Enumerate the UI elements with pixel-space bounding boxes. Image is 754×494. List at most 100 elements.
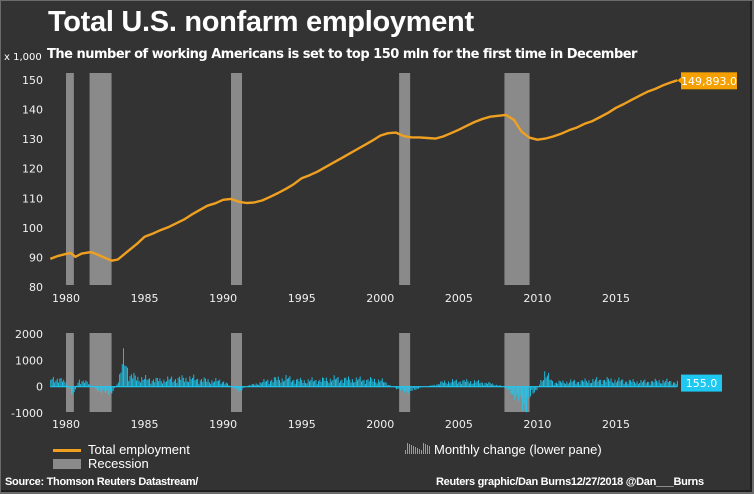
monthly-change-bar (136, 380, 137, 387)
monthly-change-bar (479, 383, 481, 387)
monthly-change-bar (171, 376, 173, 387)
monthly-change-bar (216, 381, 218, 387)
monthly-change-bar (673, 382, 674, 387)
x-tick-label: 2015 (602, 292, 630, 305)
y-tick-label: 150 (22, 74, 43, 87)
monthly-change-bar (579, 384, 581, 387)
monthly-change-bar (240, 386, 241, 391)
monthly-change-bar (342, 383, 344, 387)
monthly-change-bar (120, 372, 122, 387)
y-tick-label: -1000 (11, 407, 43, 420)
monthly-change-bar (645, 383, 647, 387)
monthly-change-bar (402, 386, 404, 390)
monthly-change-bar (106, 386, 108, 391)
monthly-change-bar (481, 382, 483, 387)
monthly-change-bar (617, 380, 618, 387)
monthly-change-bar (441, 381, 443, 387)
monthly-change-bar (71, 386, 72, 395)
monthly-change-bar (207, 379, 209, 387)
monthly-change-bar (250, 385, 252, 387)
monthly-change-bar (509, 386, 511, 390)
monthly-change-bar (277, 376, 279, 387)
monthly-change-bar (650, 381, 652, 387)
monthly-change-bar (141, 377, 143, 387)
y-tick-label: 1000 (15, 354, 43, 367)
monthly-change-bar (484, 383, 486, 387)
monthly-change-bar (77, 382, 79, 387)
monthly-change-bar (403, 386, 405, 393)
monthly-change-bar (530, 386, 531, 397)
monthly-change-bar (476, 381, 478, 387)
monthly-change-bar (602, 380, 604, 387)
monthly-change-bar (657, 382, 659, 387)
monthly-change-bar (242, 386, 244, 388)
monthly-change-bar (325, 377, 327, 387)
x-tick-label: 2005 (445, 418, 473, 431)
monthly-change-bar (621, 379, 622, 387)
monthly-change-bar (371, 378, 373, 387)
legend-swatch-recession (53, 459, 81, 469)
monthly-change-bar (309, 381, 310, 387)
x-tick-label: 1990 (209, 292, 237, 305)
legend-swatch-bar (407, 443, 408, 454)
monthly-change-bar (323, 378, 325, 387)
monthly-change-bar (454, 380, 456, 387)
monthly-change-bar (218, 380, 219, 387)
monthly-change-bar (123, 348, 124, 387)
monthly-change-bar (543, 380, 544, 387)
monthly-change-bar (279, 380, 280, 387)
monthly-change-bar (99, 386, 101, 392)
monthly-change-bar (107, 386, 109, 395)
monthly-change-bar (557, 383, 559, 387)
recession-band (66, 73, 74, 285)
monthly-change-bar (181, 375, 183, 387)
monthly-change-bar (611, 382, 613, 387)
monthly-change-bar (517, 386, 518, 394)
monthly-change-bar (150, 383, 152, 387)
monthly-change-bar (322, 377, 323, 387)
monthly-change-bar (468, 383, 470, 387)
monthly-change-bar (236, 386, 238, 389)
monthly-change-bar (667, 382, 669, 387)
monthly-change-bar (212, 382, 214, 387)
monthly-change-bar (186, 381, 188, 387)
monthly-change-bar (444, 380, 446, 387)
monthly-change-bar (462, 380, 464, 387)
monthly-change-bar (467, 381, 469, 387)
monthly-change-bar (225, 382, 227, 387)
monthly-change-bar (459, 381, 461, 387)
last-value-label-change: 155.0 (686, 377, 718, 390)
monthly-change-bar (307, 379, 309, 387)
monthly-change-bar (201, 379, 202, 387)
monthly-change-bar (644, 379, 646, 387)
monthly-change-bar (284, 380, 286, 387)
monthly-change-bar (413, 386, 414, 389)
monthly-change-bar (332, 380, 334, 387)
monthly-change-bar (198, 383, 200, 387)
monthly-change-bar (52, 376, 54, 387)
monthly-change-bar (117, 382, 119, 387)
monthly-change-bar (358, 378, 360, 387)
monthly-change-bar (62, 381, 63, 387)
monthly-change-bar (267, 379, 269, 387)
monthly-change-bar (310, 380, 312, 387)
monthly-change-bar (331, 381, 332, 387)
monthly-change-bar (362, 380, 364, 387)
monthly-change-bar (162, 383, 163, 387)
y-tick-label: 140 (22, 104, 43, 117)
monthly-change-bar (140, 382, 141, 387)
monthly-change-bar (561, 382, 563, 387)
monthly-change-bar (488, 382, 490, 387)
monthly-change-bar (285, 375, 287, 387)
monthly-change-bar (241, 386, 243, 391)
monthly-change-bar (410, 386, 412, 391)
monthly-change-bar (472, 383, 474, 387)
monthly-change-bar (376, 383, 378, 387)
monthly-change-bar (666, 378, 668, 387)
monthly-change-bar (355, 377, 357, 387)
monthly-change-bar (227, 383, 228, 387)
monthly-change-bar (470, 381, 472, 387)
monthly-change-bar (377, 379, 379, 387)
monthly-change-bar (188, 382, 189, 387)
x-tick-label: 2000 (366, 292, 394, 305)
